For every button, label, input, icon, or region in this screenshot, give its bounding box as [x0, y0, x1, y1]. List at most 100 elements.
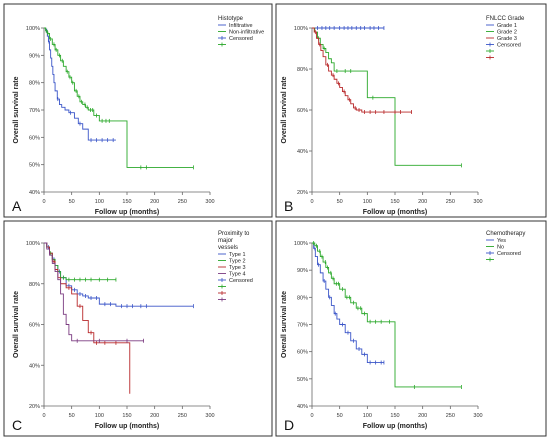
y-tick-label: 100% — [26, 26, 40, 32]
y-tick-label: 60% — [29, 323, 40, 329]
y-tick-label: 40% — [29, 190, 40, 196]
legend-entry: Yes — [497, 238, 506, 244]
series-grade-1 — [312, 26, 385, 30]
x-tick-label: 50 — [337, 199, 343, 205]
y-tick-label: 100% — [26, 241, 40, 247]
y-tick-label: 20% — [29, 404, 40, 410]
legend-entry: Censored — [229, 36, 253, 42]
series-non-infiltrative — [44, 27, 194, 170]
series-yes — [312, 242, 385, 365]
legend-title: Chemotherapy — [486, 231, 525, 237]
panel-c: 0 50 100 150 200 250 300 20% 40% 60% 80% 100% Follow… — [3, 220, 273, 437]
x-tick-label: 300 — [205, 413, 214, 419]
legend-entry: Censored — [229, 278, 253, 284]
x-tick-label: 100 — [363, 199, 372, 205]
panel-letter: B — [284, 198, 293, 214]
series-type-4 — [44, 242, 145, 343]
survival-curve — [44, 242, 144, 342]
x-axis-title: Follow up (months) — [363, 209, 428, 216]
survival-curve — [312, 27, 462, 166]
legend-title: Histotype — [218, 16, 244, 22]
y-tick-label: 60% — [29, 135, 40, 141]
legend-title: Proximity to major vessels — [218, 231, 250, 251]
x-tick-label: 50 — [69, 413, 75, 419]
y-axis-title: Overall survival rate — [13, 291, 20, 358]
y-tick-label: 20% — [297, 190, 308, 196]
y-axis-title: Overall survival rate — [281, 76, 288, 143]
x-tick-label: 0 — [310, 413, 313, 419]
x-tick-label: 300 — [205, 199, 214, 205]
legend-title: FNLCC Grade — [486, 16, 525, 22]
legend-entry: Type 4 — [229, 272, 246, 278]
legend-entry: Infiltrative — [229, 23, 253, 29]
y-tick-label: 60% — [297, 108, 308, 114]
y-tick-label: 90% — [29, 53, 40, 59]
y-axis-title: Overall survival rate — [281, 291, 288, 358]
panel-b: 0 50 100 150 200 250 300 20% 40% 60% 80% 100% Follow… — [275, 3, 547, 218]
series-no — [312, 241, 462, 389]
x-tick-label: 250 — [446, 413, 455, 419]
y-tick-label: 40% — [29, 363, 40, 369]
y-tick-label: 70% — [297, 323, 308, 329]
series-grade-3 — [312, 27, 413, 115]
x-tick-label: 200 — [418, 413, 427, 419]
x-axis-title: Follow up (months) — [95, 423, 160, 430]
panel-frame — [275, 3, 547, 218]
x-tick-label: 250 — [178, 413, 187, 419]
x-tick-label: 50 — [337, 413, 343, 419]
legend-entry: Non-infiltrative — [229, 30, 264, 36]
panel-letter: D — [284, 417, 294, 433]
y-tick-label: 80% — [297, 67, 308, 73]
legend-entry: Grade 2 — [497, 30, 517, 36]
x-axis-title: Follow up (months) — [95, 209, 160, 216]
x-tick-label: 0 — [310, 199, 313, 205]
series-type-3 — [44, 242, 131, 394]
y-axis-title: Overall survival rate — [13, 76, 20, 143]
x-tick-label: 100 — [363, 413, 372, 419]
x-tick-label: 250 — [446, 199, 455, 205]
legend-entry: Censored — [497, 251, 521, 257]
x-tick-label: 250 — [178, 199, 187, 205]
x-tick-label: 200 — [150, 199, 159, 205]
x-tick-label: 0 — [42, 413, 45, 419]
legend-entry: Grade 3 — [497, 36, 517, 42]
legend-entry: Type 2 — [229, 259, 246, 265]
panel-letter: C — [12, 417, 22, 433]
x-tick-label: 300 — [473, 199, 482, 205]
x-tick-label: 300 — [473, 413, 482, 419]
x-tick-label: 200 — [418, 199, 427, 205]
y-tick-label: 80% — [297, 295, 308, 301]
legend-entry: Type 1 — [229, 252, 246, 258]
panel-d: 0 50 100 150 200 250 300 40% 50% 60% 70% 80% 90% 100%… — [275, 220, 547, 437]
survival-curve — [312, 242, 462, 388]
survival-curve — [44, 27, 194, 168]
x-tick-label: 100 — [95, 413, 104, 419]
series-grade-2 — [312, 27, 462, 168]
y-tick-label: 80% — [29, 81, 40, 87]
y-tick-label: 60% — [297, 350, 308, 356]
y-tick-label: 40% — [297, 404, 308, 410]
x-tick-label: 50 — [69, 199, 75, 205]
x-tick-label: 100 — [95, 199, 104, 205]
y-tick-label: 70% — [29, 108, 40, 114]
x-tick-label: 0 — [42, 199, 45, 205]
legend-entry: Type 3 — [229, 265, 246, 271]
x-axis-title: Follow up (months) — [363, 423, 428, 430]
y-tick-label: 100% — [294, 26, 308, 32]
survival-curve — [312, 242, 384, 363]
y-tick-label: 90% — [297, 268, 308, 274]
legend-entry: Censored — [497, 43, 521, 49]
x-tick-label: 150 — [390, 199, 399, 205]
legend-entry: No — [497, 245, 504, 251]
panel-frame — [3, 220, 273, 437]
y-tick-label: 100% — [294, 241, 308, 247]
panel-letter: A — [12, 198, 22, 214]
x-tick-label: 150 — [122, 413, 131, 419]
panels-layer: 0 50 100 150 200 250 300 40% 50% 60% 70% 80% 90% 100%… — [3, 3, 547, 437]
x-tick-label: 200 — [150, 413, 159, 419]
y-tick-label: 50% — [29, 163, 40, 169]
panel-a: 0 50 100 150 200 250 300 40% 50% 60% 70% 80% 90% 100%… — [3, 3, 273, 218]
x-tick-label: 150 — [122, 199, 131, 205]
y-tick-label: 40% — [297, 149, 308, 155]
